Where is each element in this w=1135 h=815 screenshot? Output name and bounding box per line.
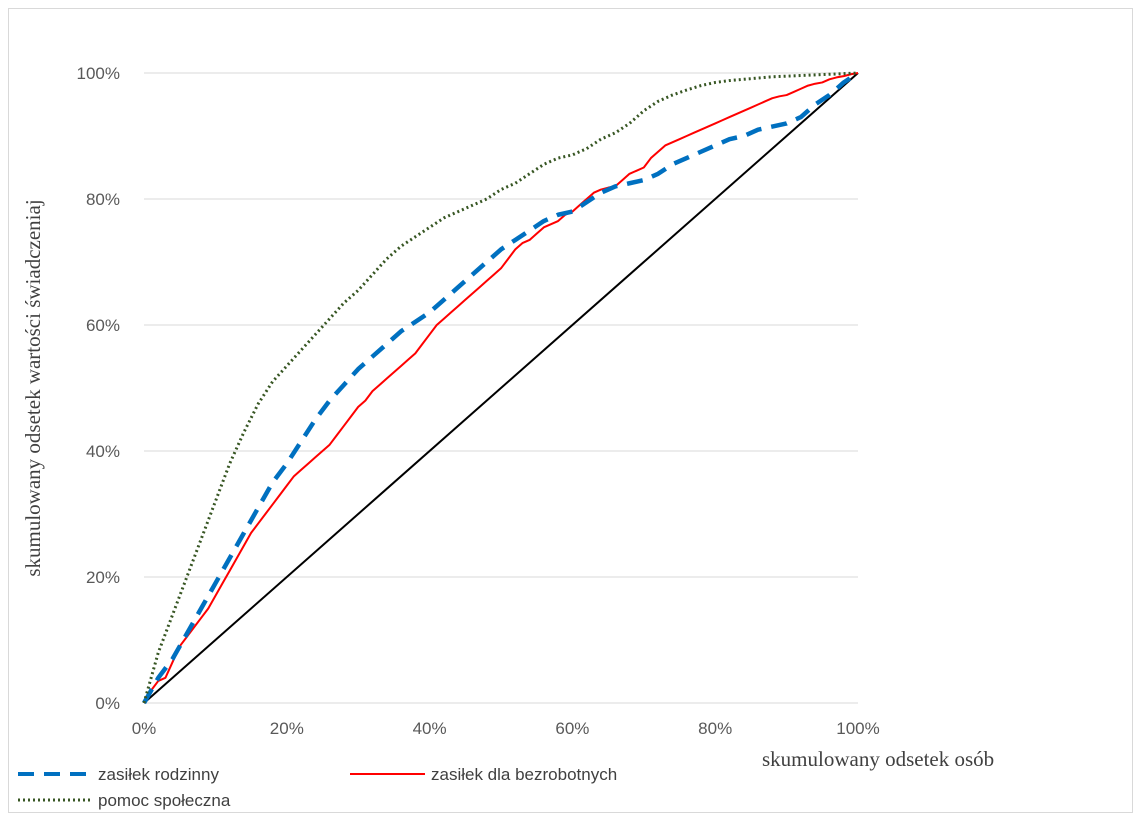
x-tick-label: 40% — [413, 719, 447, 738]
legend-item-zasilek-rodzinny: zasiłek rodzinny — [18, 765, 219, 784]
chart-frame — [8, 8, 1133, 813]
gridlines — [144, 72, 858, 704]
x-axis-title: skumulowany odsetek osób — [762, 747, 994, 771]
legend: zasiłek rodzinny zasiłek dla bezrobotnyc… — [18, 765, 617, 810]
y-tick-label: 40% — [86, 442, 120, 461]
series-layer — [142, 71, 860, 705]
series-equality-line — [143, 72, 859, 704]
x-tick-label: 80% — [698, 719, 732, 738]
x-tick-label: 60% — [555, 719, 589, 738]
y-tick-label: 20% — [86, 568, 120, 587]
y-tick-label: 0% — [95, 694, 120, 713]
series-zasilek-rodzinny — [142, 71, 860, 705]
y-tick-label: 60% — [86, 316, 120, 335]
y-axis-ticks: 0% 20% 40% 60% 80% 100% — [77, 64, 120, 713]
x-tick-label: 100% — [836, 719, 879, 738]
legend-item-zasilek-dla-bezrobotnych: zasiłek dla bezrobotnych — [350, 765, 617, 784]
x-tick-label: 0% — [132, 719, 157, 738]
y-axis-title: skumulowany odsetek wartości świadczenia… — [21, 199, 45, 576]
y-tick-label: 100% — [77, 64, 120, 83]
legend-item-pomoc-spoleczna: pomoc społeczna — [18, 791, 231, 810]
series-pomoc-spoleczna — [142, 71, 859, 704]
x-tick-label: 20% — [270, 719, 304, 738]
series-zasilek-dla-bezrobotnych — [143, 72, 859, 704]
y-tick-label: 80% — [86, 190, 120, 209]
legend-label-pomoc-spoleczna: pomoc społeczna — [98, 791, 231, 810]
legend-label-zasilek-dla-bezrobotnych: zasiłek dla bezrobotnych — [431, 765, 617, 784]
x-axis-ticks: 0% 20% 40% 60% 80% 100% — [132, 719, 880, 738]
legend-label-zasilek-rodzinny: zasiłek rodzinny — [98, 765, 219, 784]
